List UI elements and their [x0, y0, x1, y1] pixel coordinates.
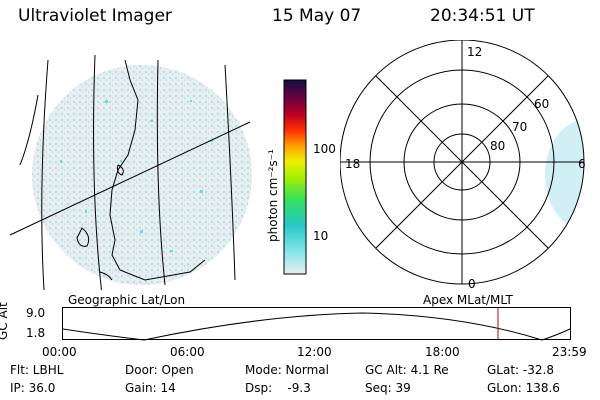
observation-time: 20:34:51 UT — [430, 6, 535, 26]
glon-field: GLon: 138.6 — [487, 381, 560, 395]
colorbar — [283, 79, 307, 275]
lat-label-80: 80 — [490, 139, 506, 153]
timeline-xtick-1200: 12:00 — [297, 345, 332, 359]
mlt-label-12: 12 — [467, 45, 483, 59]
colorbar-label: photon cm⁻²s⁻¹ — [266, 149, 280, 242]
meridian-line — [41, 59, 49, 290]
mlt-label-18: 18 — [345, 157, 361, 171]
geographic-image — [9, 54, 252, 290]
door-field: Door: Open — [125, 363, 194, 377]
colorbar-tick-10: 10 — [313, 229, 329, 243]
seq-field: Seq: 39 — [365, 381, 411, 395]
lat-label-60: 60 — [534, 97, 550, 111]
timeline-xtick-2359: 23:59 — [552, 345, 587, 359]
mode-field: Mode: Normal — [245, 363, 329, 377]
colorbar-tick-100: 100 — [313, 142, 336, 156]
gain-field: Gain: 14 — [125, 381, 176, 395]
observation-date: 15 May 07 — [272, 6, 362, 26]
flt-field: Flt: LBHL — [10, 363, 64, 377]
timeline-xtick-0000: 00:00 — [42, 345, 77, 359]
altitude-curve — [62, 312, 571, 341]
ip-field: IP: 36.0 — [10, 381, 56, 395]
geographic-caption: Geographic Lat/Lon — [68, 293, 186, 307]
polar-plot — [340, 40, 585, 285]
coastline — [109, 59, 206, 281]
glat-field: GLat: -32.8 — [487, 363, 554, 377]
instrument-title: Ultraviolet Imager — [18, 6, 172, 26]
mlt-label-0: 0 — [468, 277, 476, 291]
timeline-xtick-1800: 18:00 — [425, 345, 460, 359]
timeline-ytick-bottom: 1.8 — [26, 326, 46, 340]
auroral-image-patch — [545, 120, 584, 230]
mlt-label-6: 6 — [578, 157, 586, 171]
timeline-ylabel: GC Alt — [0, 302, 10, 340]
timeline-xtick-0600: 06:00 — [170, 345, 205, 359]
apex-caption: Apex MLat/MLT — [423, 293, 513, 307]
gc-alt-field: GC Alt: 4.1 Re — [365, 363, 449, 377]
timeline-plot — [62, 307, 571, 341]
timeline-ytick-top: 9.0 — [26, 306, 46, 320]
earth-disk — [32, 65, 252, 285]
latitude-line — [9, 121, 251, 236]
lat-label-70: 70 — [512, 120, 528, 134]
dsp-field: Dsp: -9.3 — [245, 381, 311, 395]
